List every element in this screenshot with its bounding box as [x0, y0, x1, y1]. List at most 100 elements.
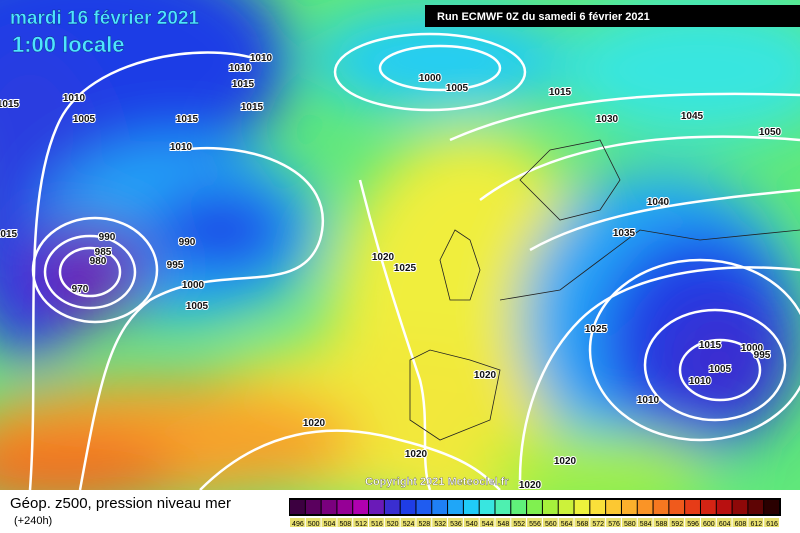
scale-swatch [321, 500, 337, 514]
scale-label: 532 [434, 521, 446, 528]
scale-label-bg [321, 518, 337, 527]
isobar-label: 1015 [241, 102, 264, 113]
scale-label-bg [384, 518, 400, 527]
scale-label-bg [606, 518, 621, 527]
isobar-label: 1045 [681, 111, 704, 122]
isobar-label: 1025 [585, 324, 608, 335]
isobar-label: 1000 [182, 280, 205, 291]
scale-label: 596 [687, 521, 699, 528]
isobar-label: 970 [72, 284, 89, 295]
scale-label: 512 [355, 521, 367, 528]
isobar-label: 1015 [176, 114, 199, 125]
scale-label: 564 [561, 521, 573, 528]
isobar-label: 1005 [709, 364, 732, 375]
scale-label-bg [511, 518, 527, 527]
scale-label-bg [463, 518, 479, 527]
isobar-label: 1000 [419, 73, 442, 84]
copyright: Copyright 2021 Meteociel.fr [365, 476, 509, 488]
scale-swatch [621, 500, 637, 514]
scale-label-bg [716, 518, 732, 527]
scale-label-bg [479, 518, 495, 527]
isobar-label: 990 [179, 237, 196, 248]
scale-label-bg [416, 518, 432, 527]
isobar-label: 1020 [474, 370, 497, 381]
scale-swatch [479, 500, 495, 514]
isobar-label: 1010 [689, 376, 712, 387]
scale-swatch [400, 500, 416, 514]
date: mardi 16 février 2021 [10, 8, 200, 29]
scale-label-bg [542, 518, 558, 527]
scale-swatch [669, 500, 685, 514]
scale-label: 568 [577, 521, 589, 528]
isobars [28, 32, 800, 490]
scale-swatch [337, 500, 353, 514]
scale-label-bg [527, 518, 542, 527]
isobar-label: 1015 [232, 79, 255, 90]
isobar-label: 1020 [405, 449, 428, 460]
scale-swatch [416, 500, 432, 514]
scale-swatch [637, 500, 653, 514]
scale-swatch [432, 500, 448, 514]
scale-label-bg [700, 518, 716, 527]
scale-label: 604 [719, 521, 731, 528]
scale-label-bg [732, 518, 748, 527]
scale-label: 588 [656, 521, 668, 528]
isobar-label: 1015 [699, 340, 722, 351]
scale-swatch [290, 500, 305, 514]
scale-label: 508 [339, 521, 351, 528]
isobar-label: 1005 [186, 301, 209, 312]
scale-swatch [590, 500, 606, 514]
scale-label-bg [305, 518, 321, 527]
scale-label-bg [290, 518, 305, 527]
scale-label-bg [495, 518, 511, 527]
isobar-label: 995 [167, 260, 184, 271]
isobar-label: 1010 [637, 395, 660, 406]
scale-label: 608 [735, 521, 747, 528]
time: 1:00 locale [12, 32, 125, 57]
scale-label-bg [685, 518, 700, 527]
scale-label: 556 [529, 521, 541, 528]
scale-label: 548 [498, 521, 510, 528]
isobar-label: 1035 [613, 228, 636, 239]
run-banner [425, 5, 800, 27]
scale-swatch [542, 500, 558, 514]
isobar-label: 1005 [446, 83, 469, 94]
isobar-label: 1020 [519, 480, 542, 491]
isobar-label: 1010 [63, 93, 86, 104]
scale-swatch [353, 500, 369, 514]
scale-label-bg [764, 518, 779, 527]
scale-label: 580 [624, 521, 636, 528]
scale-swatch [700, 500, 716, 514]
isobar-label: 995 [754, 350, 771, 361]
scale-label-bg [590, 518, 606, 527]
isobar-label: 1020 [554, 456, 577, 467]
isobar-label: 1015 [549, 87, 572, 98]
isobar-label: 1010 [250, 53, 273, 64]
legend-lead: (+240h) [14, 515, 52, 527]
isobar-label: 1040 [647, 197, 670, 208]
scale-label: 592 [671, 521, 683, 528]
isobar-label: 1015 [0, 99, 20, 110]
scale-swatch [511, 500, 527, 514]
scale-label: 528 [419, 521, 431, 528]
scale-swatch [764, 500, 779, 514]
scale-label: 520 [387, 521, 399, 528]
scale-swatch [716, 500, 732, 514]
isobar-label: 1010 [229, 63, 252, 74]
scale-label: 576 [608, 521, 620, 528]
scale-label: 500 [308, 521, 320, 528]
isobar-label: 1050 [759, 127, 782, 138]
scale-label: 536 [450, 521, 462, 528]
scale-label: 544 [482, 521, 494, 528]
scale-label: 616 [766, 521, 778, 528]
isobar-label: 1025 [394, 263, 417, 274]
scale-swatch [748, 500, 764, 514]
isobar-label: 980 [90, 256, 107, 267]
scale-label: 496 [292, 521, 304, 528]
scale-label: 572 [592, 521, 604, 528]
legend-title: Géop. z500, pression niveau mer [10, 495, 231, 512]
isobar-label: 1015 [0, 229, 18, 240]
